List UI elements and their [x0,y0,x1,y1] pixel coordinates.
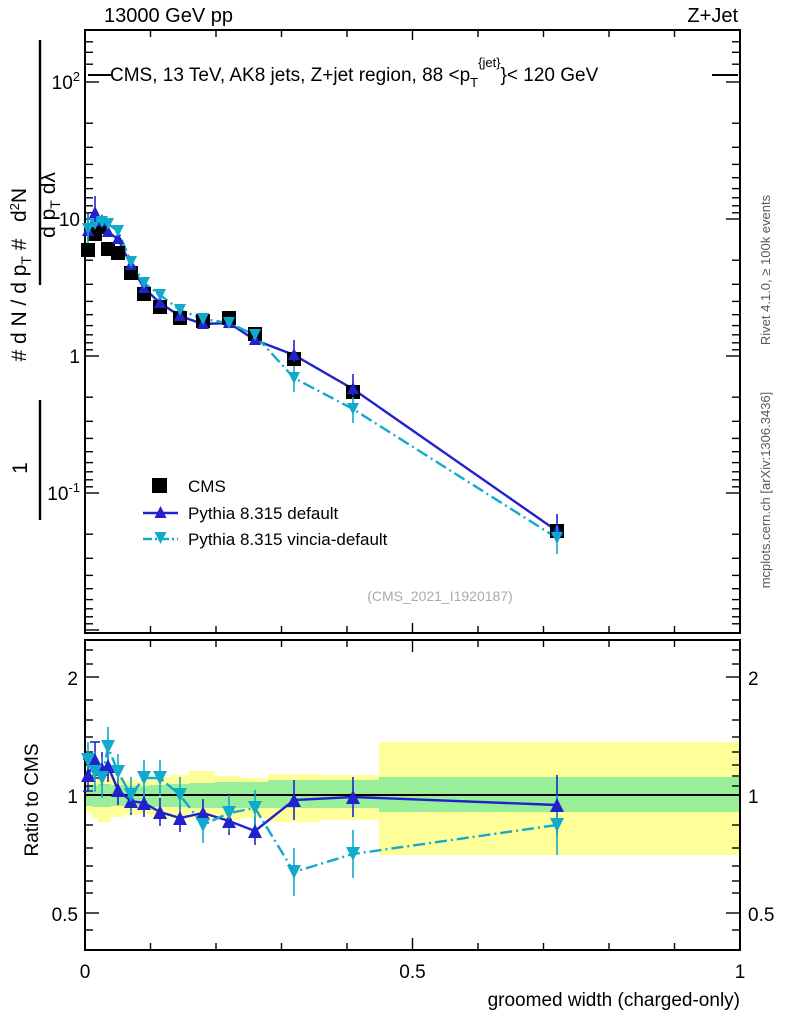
ratio-markers-default [81,753,564,838]
legend-marker-vincia [154,532,167,544]
svg-text:# d N / d pT #: # d N / d pT # [8,238,34,361]
header-right: Z+Jet [687,5,738,27]
xtick-1: 1 [735,962,746,983]
main-panel: 102 10 1 10-1 CMS, 13 TeV, AK8 jets, Z+j… [47,29,741,634]
ylabel-one: 1 [9,462,32,474]
ytick-0p1: 10-1 [47,480,80,505]
ratio-ytick-0p5-left: 0.5 [52,905,78,926]
legend-marker-cms [152,478,167,493]
legend: CMS Pythia 8.315 default Pythia 8.315 vi… [143,477,388,549]
sidebar-rivet-version: Rivet 4.1.0, ≥ 100k events [758,194,773,345]
ratio-x-ticks [84,640,741,950]
main-y-tick-labels: 102 10 1 10-1 [47,69,80,505]
ratio-ylabel: Ratio to CMS [22,744,43,857]
svg-text:d2N: d2N [7,188,31,222]
ratio-ytick-2-left: 2 [67,669,78,690]
legend-label-cms: CMS [188,477,226,496]
ytick-1: 1 [69,347,80,368]
ratio-ytick-2-right: 2 [748,669,759,690]
watermark: (CMS_2021_I1920187) [367,588,513,604]
ratio-ytick-1-right: 1 [748,787,759,808]
ratio-panel: 2 1 0.5 2 1 0.5 Ratio to CMS [22,639,774,951]
xaxis-label: groomed width (charged-only) [488,990,740,1011]
svg-text:d pT dλ: d pT dλ [37,172,63,238]
main-errorbars-vincia [87,215,558,554]
plot-title: CMS, 13 TeV, AK8 jets, Z+jet region, 88 … [110,55,599,90]
ytick-10: 10 [59,210,80,231]
legend-label-default: Pythia 8.315 default [188,504,339,523]
ytick-100: 102 [52,69,80,94]
main-bottom-ticks [84,623,741,633]
ratio-ytick-1-left: 1 [67,787,78,808]
xtick-0: 0 [80,962,91,983]
main-y-ticks [85,41,740,631]
main-ylabel: # d N / d pT # d pT dλ d2N 1 [7,40,63,520]
legend-marker-default [154,506,167,518]
xtick-0p5: 0.5 [399,962,425,983]
main-top-ticks [84,30,741,40]
ratio-markers-vincia [81,740,564,879]
legend-label-vincia: Pythia 8.315 vincia-default [188,530,388,549]
series-pythia-vincia-markers [82,216,563,544]
ratio-ytick-0p5-right: 0.5 [748,905,774,926]
sidebar-mcplots-link: mcplots.cern.ch [arXiv:1306.3436] [758,392,773,589]
header-left: 13000 GeV pp [104,5,233,27]
